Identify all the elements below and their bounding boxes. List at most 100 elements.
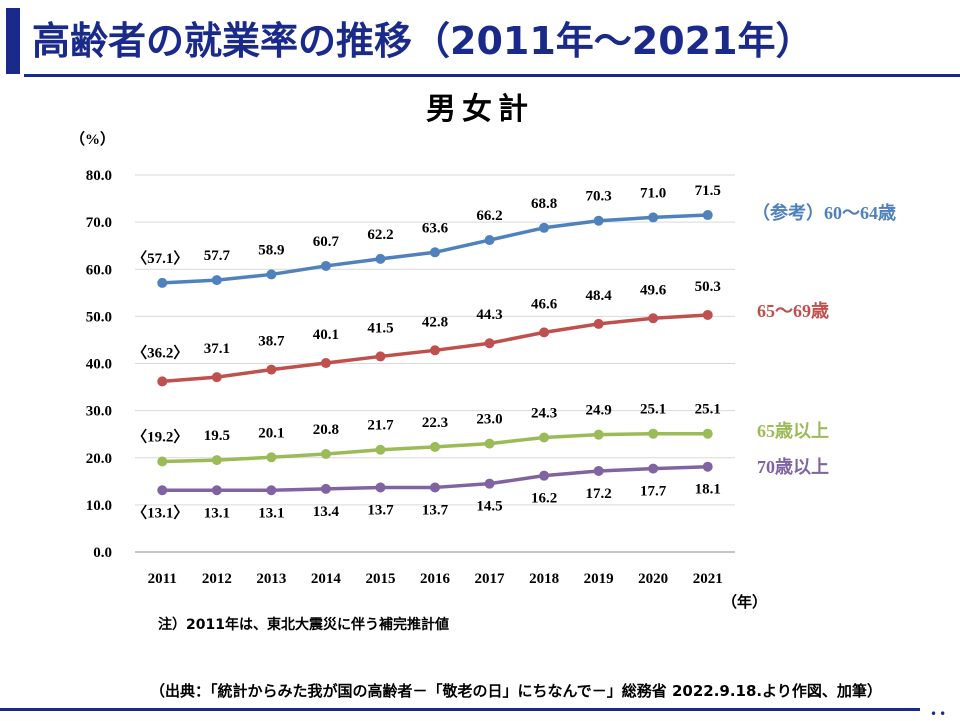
data-label: 71.5 xyxy=(695,183,721,199)
data-label: 66.2 xyxy=(476,208,502,224)
data-point xyxy=(484,235,495,246)
data-label: 〈36.2〉 xyxy=(132,343,188,361)
series-label: 65～69歳 xyxy=(757,301,829,321)
data-label: 48.4 xyxy=(586,288,613,304)
data-label: 23.0 xyxy=(476,412,502,428)
data-label: 19.5 xyxy=(204,428,230,444)
title-accent-bar xyxy=(6,8,20,74)
data-label: 〈19.2〉 xyxy=(132,428,188,446)
data-label: 16.2 xyxy=(531,491,557,507)
data-label: 57.7 xyxy=(204,248,231,264)
data-point xyxy=(211,485,222,496)
data-label: 24.3 xyxy=(531,405,557,421)
data-point xyxy=(702,210,713,221)
data-label: 17.2 xyxy=(586,486,612,502)
chart-title: 男女計 xyxy=(426,92,534,127)
data-label: 22.3 xyxy=(422,415,448,431)
x-tick-label: 2014 xyxy=(311,571,342,587)
data-label: 46.6 xyxy=(531,296,558,312)
y-tick-label: 30.0 xyxy=(86,404,112,420)
data-point xyxy=(539,470,550,481)
data-label: 70.3 xyxy=(586,189,612,205)
data-point xyxy=(648,313,659,324)
data-label: 38.7 xyxy=(258,334,285,350)
data-point xyxy=(539,222,550,233)
data-label: 25.1 xyxy=(695,402,721,418)
data-point xyxy=(702,428,713,439)
data-label: 13.1 xyxy=(258,505,284,521)
data-label: 17.7 xyxy=(640,484,667,500)
footnote: 注）2011年は、東北大震災に伴う補完推計値 xyxy=(158,617,449,633)
x-tick-label: 2012 xyxy=(202,571,232,587)
x-tick-label: 2016 xyxy=(420,571,451,587)
data-label: 24.9 xyxy=(586,403,612,419)
data-point xyxy=(375,253,386,264)
data-label: 62.2 xyxy=(367,227,393,243)
data-point xyxy=(593,215,604,226)
data-point xyxy=(484,338,495,349)
data-point xyxy=(211,372,222,383)
y-tick-label: 80.0 xyxy=(86,168,112,184)
data-point xyxy=(430,482,440,493)
data-label: 13.7 xyxy=(422,502,449,518)
x-tick-label: 2013 xyxy=(256,571,286,587)
data-point xyxy=(430,247,440,258)
data-label: 14.5 xyxy=(476,499,502,515)
data-point xyxy=(375,482,386,493)
y-tick-label: 10.0 xyxy=(86,498,112,514)
data-point xyxy=(211,455,222,466)
data-label: 60.7 xyxy=(313,234,340,250)
data-label: 20.8 xyxy=(313,422,339,438)
x-tick-label: 2019 xyxy=(584,571,614,587)
data-point xyxy=(157,376,168,387)
data-point xyxy=(157,277,168,288)
data-point xyxy=(539,432,550,443)
x-tick-label: 2020 xyxy=(638,571,668,587)
data-point xyxy=(430,441,440,452)
data-label: 58.9 xyxy=(258,242,284,258)
data-label: 68.8 xyxy=(531,196,557,212)
data-point xyxy=(320,483,331,494)
data-label: 42.8 xyxy=(422,314,448,330)
data-point xyxy=(593,318,604,329)
data-label: 49.6 xyxy=(640,282,667,298)
data-label: 〈57.1〉 xyxy=(132,249,188,267)
slide-title: 高齢者の就業率の推移（2011年～2021年） xyxy=(32,19,814,63)
data-label: 37.1 xyxy=(204,341,230,357)
data-label: 13.7 xyxy=(367,502,394,518)
data-point xyxy=(702,461,713,472)
data-point xyxy=(648,428,659,439)
y-tick-label: 40.0 xyxy=(86,357,112,373)
y-tick-label: 20.0 xyxy=(86,451,112,467)
data-label: 18.1 xyxy=(695,482,721,498)
data-point xyxy=(430,345,440,356)
data-point xyxy=(320,358,331,369)
data-point xyxy=(648,212,659,223)
data-point xyxy=(648,463,659,474)
series-label: （参考）60～64歳 xyxy=(752,202,896,223)
data-point xyxy=(320,260,331,271)
corner-dots: •• xyxy=(930,707,949,721)
data-point xyxy=(484,438,495,449)
x-tick-label: 2017 xyxy=(475,571,506,587)
data-point xyxy=(266,269,277,280)
x-tick-label: 2015 xyxy=(365,571,395,587)
data-point xyxy=(157,456,168,467)
y-tick-label: 0.0 xyxy=(93,545,112,561)
data-label: 〈13.1〉 xyxy=(132,503,188,521)
x-tick-label: 2021 xyxy=(693,571,723,587)
data-label: 71.0 xyxy=(640,185,666,201)
y-axis-label: （%） xyxy=(70,130,115,148)
data-point xyxy=(702,309,713,320)
x-axis-label: （年） xyxy=(722,593,767,611)
data-label: 13.1 xyxy=(204,505,230,521)
data-point xyxy=(484,478,495,489)
data-label: 20.1 xyxy=(258,425,284,441)
data-label: 40.1 xyxy=(313,327,339,343)
data-point xyxy=(211,275,222,286)
data-point xyxy=(320,448,331,459)
x-tick-label: 2011 xyxy=(148,571,177,587)
y-tick-label: 50.0 xyxy=(86,309,112,325)
data-point xyxy=(593,429,604,440)
